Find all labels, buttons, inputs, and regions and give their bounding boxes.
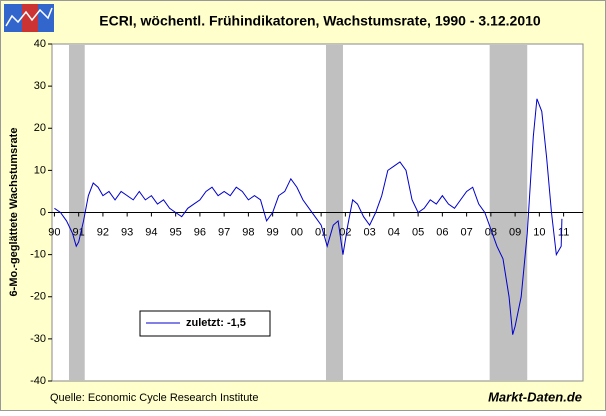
y-tick-label: 0: [40, 206, 46, 218]
x-tick-label: 92: [97, 226, 109, 238]
y-tick-label: -30: [30, 333, 46, 345]
y-tick-label: -40: [30, 375, 46, 387]
x-tick-label: 09: [509, 226, 521, 238]
x-tick-label: 03: [364, 226, 376, 238]
source: Quelle: Economic Cycle Research Institut…: [50, 392, 258, 404]
y-tick-label: -10: [30, 249, 46, 261]
x-tick-label: 98: [242, 226, 254, 238]
x-tick-label: 99: [267, 226, 279, 238]
x-tick-label: 93: [121, 226, 133, 238]
x-tick-label: 94: [145, 226, 157, 238]
x-tick-label: 04: [388, 226, 400, 238]
line: [54, 98, 563, 335]
brand: Markt-Daten.de: [488, 389, 582, 404]
y-tick-label: 20: [34, 122, 46, 134]
x-tick-label: 00: [291, 226, 303, 238]
legend-label: zuletzt: -1,5: [186, 317, 246, 329]
chart-title: ECRI, wöchentl. Frühindikatoren, Wachstu…: [99, 13, 541, 29]
x-tick-label: 91: [73, 226, 85, 238]
x-tick-label: 01: [315, 226, 327, 238]
x-tick-label: 11: [558, 226, 569, 238]
y-tick-label: 40: [34, 38, 46, 50]
y-tick-label: -20: [30, 291, 46, 303]
x-tick-label: 97: [218, 226, 230, 238]
y-axis-label: 6-Mo.-geglättete Wachstumsrate: [8, 128, 20, 297]
x-tick-label: 06: [436, 226, 448, 238]
x-tick-label: 05: [412, 226, 424, 238]
x-tick-label: 07: [460, 226, 472, 238]
x-tick-label: 96: [194, 226, 206, 238]
y-tick-label: 10: [34, 164, 46, 176]
y-tick-label: 30: [34, 80, 46, 92]
x-tick-label: 10: [533, 226, 545, 238]
legend-box: [139, 310, 271, 337]
x-tick-label: 02: [339, 226, 351, 238]
x-tick-label: 08: [485, 226, 497, 238]
x-tick-label: 95: [170, 226, 182, 238]
logo: [4, 4, 54, 32]
x-tick-label: 90: [48, 226, 60, 238]
